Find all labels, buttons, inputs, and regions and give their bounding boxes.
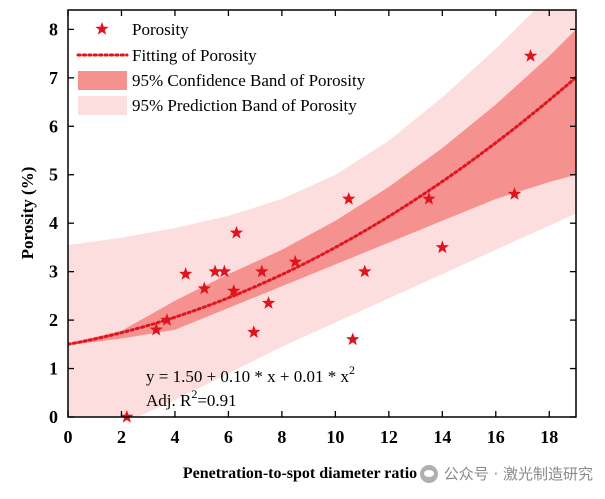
legend: Porosity Fitting of Porosity 95% Confide… [76,20,366,115]
y-tick-label-4: 4 [49,213,58,233]
bands-layer [68,10,576,417]
data-point-6 [208,264,222,278]
y-tick-label-0: 0 [49,407,58,427]
y-tick-label-2: 2 [49,310,58,330]
x-tick-label-4: 4 [170,427,179,447]
fit-equation-exponent: 2 [349,363,355,377]
data-point-13 [288,254,302,268]
legend-symbols [76,22,129,115]
y-tick-label-1: 1 [49,359,58,379]
x-tick-label-16: 16 [487,427,505,447]
data-point-9 [229,225,244,239]
x-axis-title: Penetration-to-spot diameter ratio [183,465,417,482]
axes-layer [67,9,577,418]
data-point-11 [255,264,269,278]
x-tick-label-10: 10 [326,427,344,447]
data-point-5 [197,281,212,295]
legend-label-fit: Fitting of Porosity [132,46,257,65]
y-tick-label-3: 3 [49,262,58,282]
y-tick-label-8: 8 [49,19,58,39]
y-axis-title: Porosity (%) [18,167,37,260]
fit-curve [68,75,576,346]
adj-r2: Adj. R2=0.91 [146,387,237,410]
fit-equation-text: y = 1.50 + 0.10 * x + 0.01 * x [146,367,350,386]
x-tick-label-12: 12 [380,427,398,447]
wechat-icon [419,464,438,483]
legend-label-prediction-band: 95% Prediction Band of Porosity [132,96,357,115]
x-tick-label-0: 0 [64,427,73,447]
watermark: 公众号 · 激光制造研究 [419,463,593,484]
data-point-19 [507,187,522,200]
data-point-2 [149,322,163,336]
y-tick-label-6: 6 [49,116,58,136]
data-point-8 [227,284,241,297]
data-point-3 [160,313,174,326]
x-tick-label-2: 2 [117,427,126,447]
plot-frame [67,9,577,418]
x-tick-label-18: 18 [540,427,558,447]
confidence-band [68,29,576,346]
y-tick-label-5: 5 [49,165,58,185]
legend-prediction-swatch [78,96,127,115]
fit-equation: y = 1.50 + 0.10 * x + 0.01 * x2 [146,363,355,386]
x-tick-label-8: 8 [277,427,286,447]
data-point-15 [346,332,360,346]
data-point-7 [217,264,232,278]
legend-label-confidence-band: 95% Confidence Band of Porosity [132,71,366,90]
legend-confidence-swatch [78,71,127,90]
x-tick-label-6: 6 [224,427,233,447]
adj-r2-exponent: 2 [191,387,197,401]
data-point-16 [358,264,372,278]
data-point-20 [523,49,538,62]
y-tick-label-7: 7 [49,68,58,88]
legend-star-icon [95,22,109,35]
data-point-18 [435,240,449,254]
data-point-17 [422,191,436,205]
data-point-4 [178,267,193,280]
data-point-12 [261,296,276,309]
legend-label-porosity: Porosity [132,20,189,39]
x-tick-label-14: 14 [433,427,451,447]
adj-r2-text: Adj. R [146,391,192,410]
fit-layer [68,75,576,346]
watermark-text: 公众号 · 激光制造研究 [443,465,593,483]
data-point-14 [342,191,356,205]
adj-r2-value: =0.91 [197,391,236,410]
data-point-10 [247,325,261,338]
